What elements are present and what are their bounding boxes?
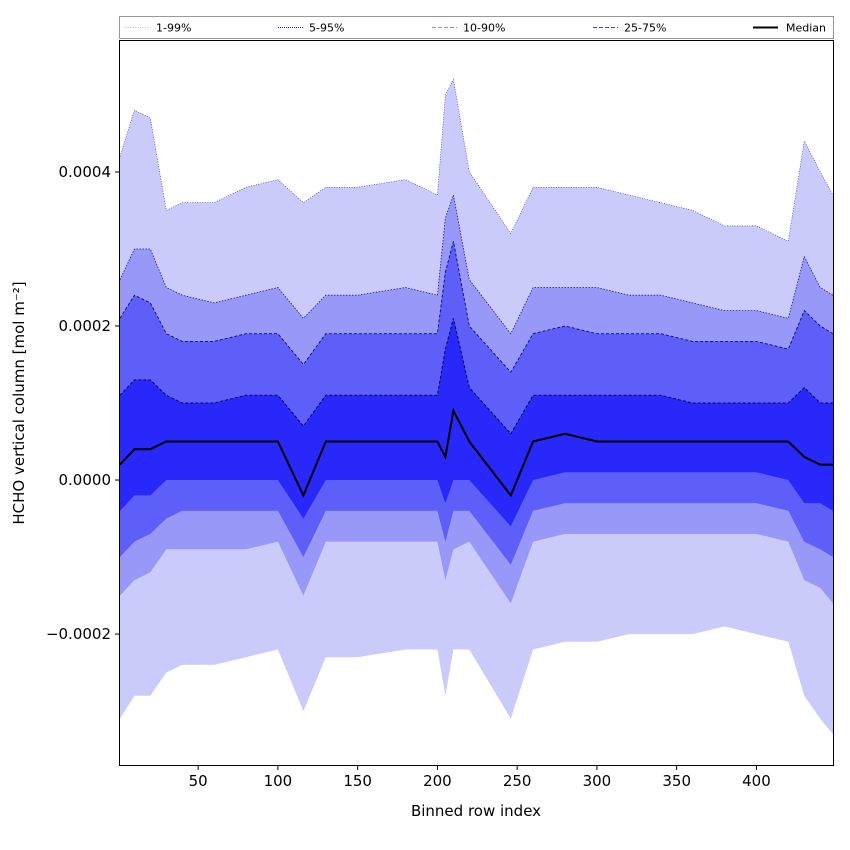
legend-box xyxy=(119,16,834,39)
legend-label: 10-90% xyxy=(463,22,505,35)
legend-label: 1-99% xyxy=(156,22,191,35)
y-tick-label: 0.0002 xyxy=(59,317,112,335)
plot-frame xyxy=(119,40,834,766)
x-tick-label: 50 xyxy=(189,772,208,790)
x-tick-label: 250 xyxy=(503,772,532,790)
series-lines xyxy=(119,78,834,498)
y-tick-label: 0.0004 xyxy=(59,163,112,181)
y-tick-label: 0.0000 xyxy=(59,471,112,489)
legend-label: 5-95% xyxy=(309,22,344,35)
y-axis: −0.0002 0.0000 0.0002 0.0004 xyxy=(46,163,120,643)
x-tick-label: 200 xyxy=(423,772,452,790)
median-line xyxy=(119,407,833,498)
legend-label: Median xyxy=(786,22,826,35)
band-upper-line-10-90 xyxy=(119,241,834,373)
band-upper-line-25-75 xyxy=(119,318,833,435)
x-tick-label: 400 xyxy=(742,772,771,790)
band-upper-line-1-99 xyxy=(119,78,834,242)
band-25-75 xyxy=(120,318,833,527)
y-axis-label: HCHO vertical column [mol m⁻²] xyxy=(10,281,28,524)
x-tick-label: 150 xyxy=(343,772,372,790)
x-tick-label: 100 xyxy=(264,772,293,790)
x-axis-label: Binned row index xyxy=(411,802,541,820)
x-tick-label: 300 xyxy=(583,772,612,790)
x-axis: 50 100 150 200 250 300 350 400 xyxy=(189,765,771,790)
x-tick-label: 350 xyxy=(662,772,691,790)
y-tick-label: −0.0002 xyxy=(46,625,111,643)
legend-label: 25-75% xyxy=(624,22,666,35)
legend: 1-99% 5-95% 10-90% 25-75% Median xyxy=(119,16,834,39)
